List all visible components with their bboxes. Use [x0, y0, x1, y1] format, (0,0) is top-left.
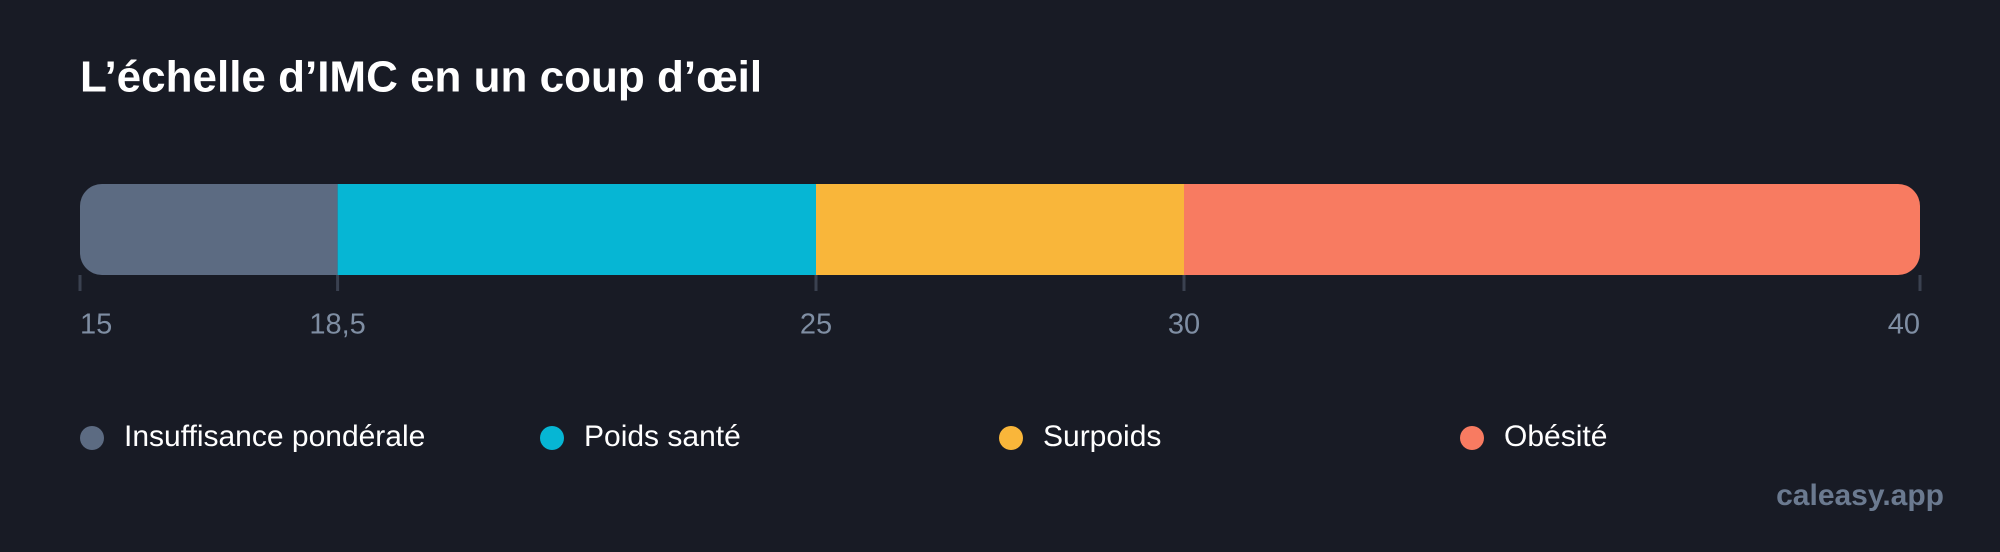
bar-segment: [816, 184, 1184, 275]
chart-title: L’échelle d’IMC en un coup d’œil: [80, 53, 762, 102]
x-tick-label: 40: [1888, 309, 1920, 341]
watermark: caleasy.app: [1776, 479, 1944, 512]
bar-segment: [80, 184, 338, 275]
legend-label: Insuffisance pondérale: [124, 420, 425, 453]
bar-segment: [337, 184, 816, 275]
legend-swatch: [540, 426, 564, 450]
legend-swatch: [80, 426, 104, 450]
legend-swatch: [999, 426, 1023, 450]
bar-segment: [1184, 184, 1920, 275]
legend-label: Obésité: [1504, 420, 1607, 453]
x-tick-label: 25: [800, 309, 832, 341]
legend-label: Surpoids: [1043, 420, 1161, 453]
x-tick-label: 18,5: [309, 309, 365, 341]
x-tick-label: 30: [1168, 309, 1200, 341]
x-tick-label: 15: [80, 309, 112, 341]
legend-label: Poids santé: [584, 420, 741, 453]
legend-swatch: [1460, 426, 1484, 450]
bar-group: [80, 184, 1920, 275]
